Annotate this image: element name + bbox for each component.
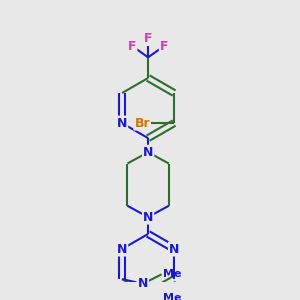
Text: Me: Me [164, 293, 182, 300]
Text: N: N [143, 146, 153, 159]
Text: N: N [117, 117, 127, 130]
Text: F: F [128, 40, 136, 52]
Text: F: F [144, 32, 152, 45]
Text: F: F [160, 40, 168, 52]
Text: Me: Me [164, 269, 182, 279]
Text: Br: Br [134, 117, 150, 130]
Text: N: N [117, 242, 127, 256]
Text: N: N [138, 277, 148, 290]
Text: N: N [169, 242, 179, 256]
Text: N: N [143, 211, 153, 224]
